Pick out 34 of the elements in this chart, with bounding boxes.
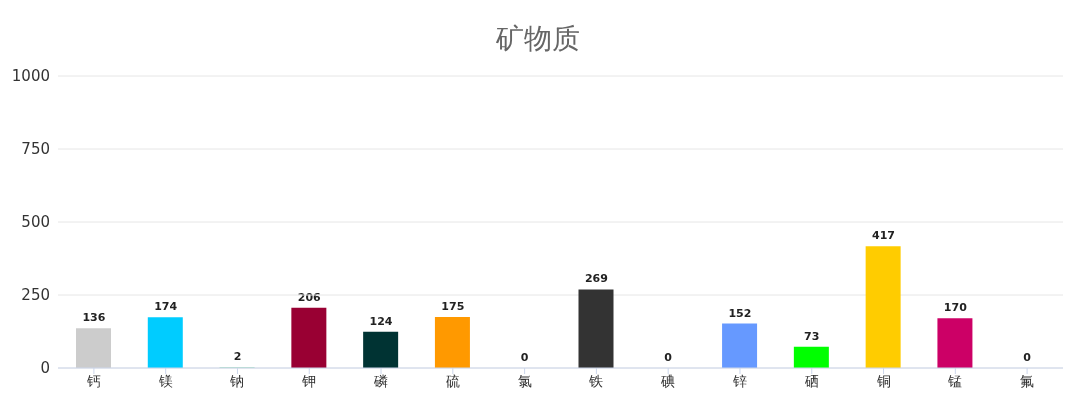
data-label: 152 — [728, 306, 752, 320]
data-label: 174 — [154, 300, 178, 314]
x-tick-label: 镁 — [157, 372, 173, 389]
x-tick-label: 硒 — [803, 372, 819, 389]
x-tick-label: 钙 — [85, 372, 101, 389]
x-tick-label: 钠 — [229, 372, 245, 389]
data-label: 73 — [804, 329, 820, 343]
x-tick-label: 氯 — [517, 372, 532, 389]
y-tick-label: 500 — [21, 213, 50, 232]
data-label: 136 — [82, 311, 106, 325]
data-label: 175 — [441, 299, 465, 313]
x-tick-label: 氟 — [1020, 372, 1035, 389]
x-tick-label: 铜 — [875, 372, 891, 389]
y-tick-label: 750 — [21, 140, 50, 159]
data-label: 269 — [584, 272, 608, 286]
x-tick-label: 锌 — [731, 372, 747, 389]
data-label: 417 — [872, 229, 896, 243]
x-tick-label: 铁 — [588, 372, 604, 389]
data-label: 0 — [664, 351, 673, 364]
chart-title: 矿物质 — [494, 21, 581, 57]
y-tick-label: 0 — [40, 359, 50, 378]
x-tick-label: 锰 — [947, 372, 963, 389]
data-label: 2 — [233, 350, 242, 364]
data-label: 170 — [943, 301, 968, 315]
y-tick-label: 1000 — [11, 67, 50, 86]
x-tick-label: 碘 — [660, 372, 676, 389]
data-label: 124 — [369, 314, 393, 328]
data-label: 0 — [520, 351, 529, 364]
y-tick-label: 250 — [21, 286, 50, 305]
x-tick-label: 硫 — [445, 372, 460, 389]
x-tick-label: 磷 — [373, 372, 389, 389]
x-tick-label: 钾 — [301, 372, 317, 389]
data-label: 0 — [1023, 351, 1032, 364]
data-label: 206 — [297, 290, 322, 304]
